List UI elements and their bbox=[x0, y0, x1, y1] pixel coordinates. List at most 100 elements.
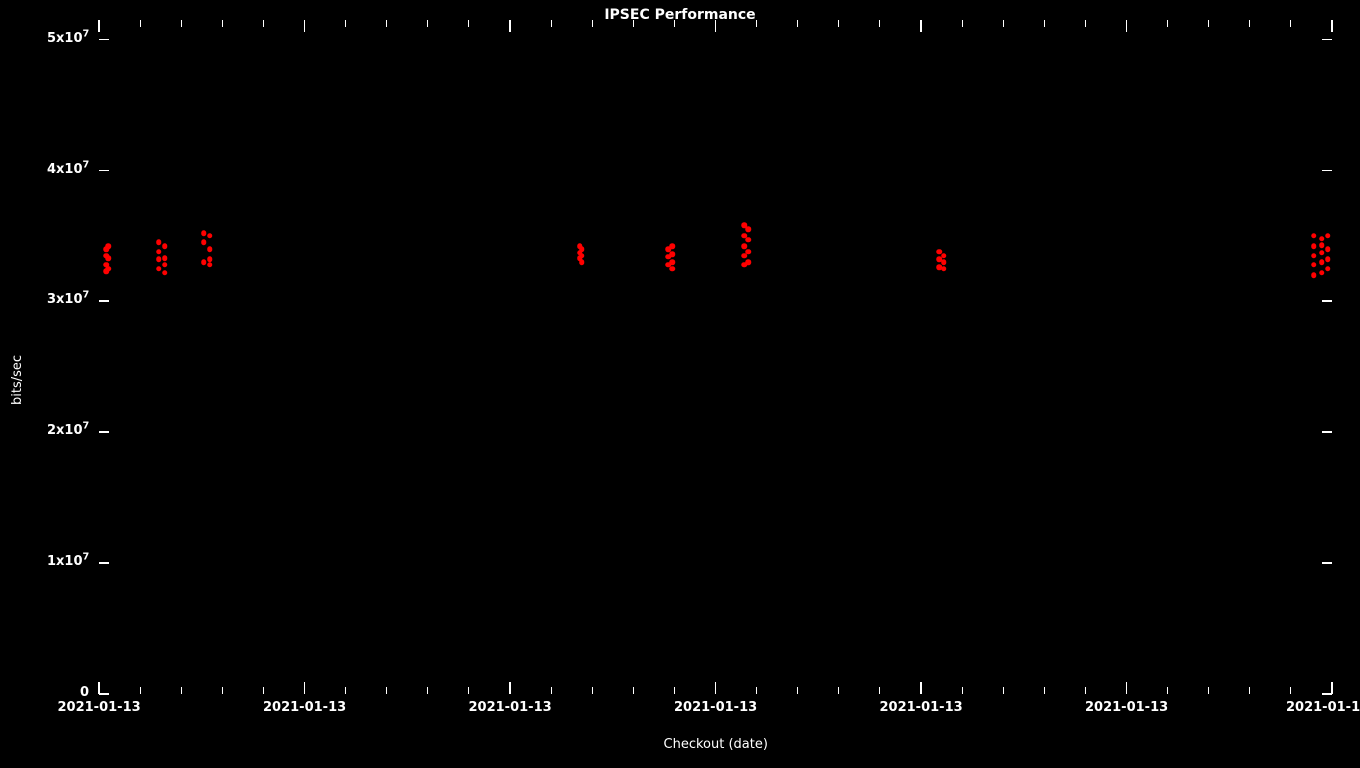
x-tick-label: 2021-01-13 bbox=[880, 700, 963, 715]
x-axis-label: Checkout (date) bbox=[664, 737, 768, 752]
x-minor-tick bbox=[838, 20, 839, 27]
data-point bbox=[162, 255, 168, 261]
x-minor-tick bbox=[1290, 20, 1291, 27]
x-minor-tick bbox=[551, 687, 552, 694]
x-minor-tick bbox=[1003, 20, 1004, 27]
x-major-tick bbox=[304, 682, 306, 694]
data-point bbox=[207, 246, 213, 252]
data-point bbox=[201, 231, 207, 237]
data-point bbox=[670, 244, 676, 250]
x-minor-tick bbox=[222, 20, 223, 27]
x-major-tick bbox=[715, 682, 717, 694]
y-tick bbox=[99, 170, 109, 172]
x-major-tick bbox=[1126, 682, 1128, 694]
data-point bbox=[1319, 270, 1325, 276]
x-minor-tick bbox=[962, 687, 963, 694]
x-minor-tick bbox=[345, 20, 346, 27]
x-minor-tick bbox=[633, 687, 634, 694]
x-tick-label: 2021-01-1 bbox=[1286, 700, 1360, 715]
x-minor-tick bbox=[427, 20, 428, 27]
data-point bbox=[1325, 266, 1331, 272]
x-tick-label: 2021-01-13 bbox=[263, 700, 346, 715]
y-tick bbox=[99, 431, 109, 433]
y-tick bbox=[1322, 170, 1332, 172]
x-major-tick bbox=[304, 20, 306, 32]
x-major-tick bbox=[509, 20, 511, 32]
x-minor-tick bbox=[838, 687, 839, 694]
data-point bbox=[1319, 242, 1325, 248]
x-minor-tick bbox=[879, 20, 880, 27]
data-point bbox=[941, 253, 947, 259]
x-tick-label: 2021-01-13 bbox=[1085, 700, 1168, 715]
x-minor-tick bbox=[1290, 687, 1291, 694]
x-major-tick bbox=[98, 20, 100, 32]
y-tick bbox=[99, 300, 109, 302]
x-minor-tick bbox=[181, 20, 182, 27]
x-minor-tick bbox=[1208, 687, 1209, 694]
x-minor-tick bbox=[1085, 687, 1086, 694]
data-point bbox=[1319, 259, 1325, 265]
chart-title: IPSEC Performance bbox=[0, 7, 1360, 23]
x-minor-tick bbox=[386, 20, 387, 27]
data-point bbox=[1319, 250, 1325, 256]
y-tick bbox=[1322, 431, 1332, 433]
x-minor-tick bbox=[1167, 687, 1168, 694]
data-point bbox=[579, 246, 585, 252]
data-point bbox=[1319, 236, 1325, 242]
x-minor-tick bbox=[879, 687, 880, 694]
x-minor-tick bbox=[551, 20, 552, 27]
data-point bbox=[162, 244, 168, 250]
x-minor-tick bbox=[263, 687, 264, 694]
data-point bbox=[1325, 246, 1331, 252]
x-minor-tick bbox=[1044, 687, 1045, 694]
x-minor-tick bbox=[1249, 20, 1250, 27]
y-tick-label: 2x107 bbox=[47, 423, 89, 438]
x-tick-label: 2021-01-13 bbox=[674, 700, 757, 715]
data-point bbox=[941, 266, 947, 272]
data-point bbox=[1311, 233, 1317, 239]
data-point bbox=[207, 233, 213, 239]
x-minor-tick bbox=[263, 20, 264, 27]
data-point bbox=[746, 237, 752, 243]
x-major-tick bbox=[715, 20, 717, 32]
x-minor-tick bbox=[468, 20, 469, 27]
x-major-tick bbox=[98, 682, 100, 694]
data-point bbox=[105, 266, 111, 272]
x-minor-tick bbox=[797, 687, 798, 694]
data-point bbox=[105, 244, 111, 250]
data-point bbox=[746, 259, 752, 265]
x-major-tick bbox=[1331, 20, 1333, 32]
x-minor-tick bbox=[222, 687, 223, 694]
data-point bbox=[670, 259, 676, 265]
x-minor-tick bbox=[1208, 20, 1209, 27]
ipsec-performance-chart: IPSEC PerformanceCheckout (date)bits/sec… bbox=[0, 0, 1360, 768]
data-point bbox=[1311, 272, 1317, 278]
y-tick bbox=[1322, 39, 1332, 41]
data-point bbox=[156, 249, 162, 255]
x-minor-tick bbox=[674, 687, 675, 694]
y-tick-label: 1x107 bbox=[47, 554, 89, 569]
data-point bbox=[201, 259, 207, 265]
x-minor-tick bbox=[181, 687, 182, 694]
x-minor-tick bbox=[756, 20, 757, 27]
x-minor-tick bbox=[674, 20, 675, 27]
x-minor-tick bbox=[1249, 687, 1250, 694]
x-major-tick bbox=[920, 682, 922, 694]
data-point bbox=[579, 259, 585, 265]
y-tick-label: 5x107 bbox=[47, 31, 89, 46]
x-minor-tick bbox=[140, 687, 141, 694]
data-point bbox=[162, 270, 168, 276]
y-tick-label: 0 bbox=[80, 685, 89, 700]
data-point bbox=[156, 257, 162, 263]
x-minor-tick bbox=[633, 20, 634, 27]
x-minor-tick bbox=[140, 20, 141, 27]
data-point bbox=[746, 227, 752, 233]
data-point bbox=[1325, 233, 1331, 239]
data-point bbox=[1325, 257, 1331, 263]
x-minor-tick bbox=[468, 687, 469, 694]
x-minor-tick bbox=[1044, 20, 1045, 27]
y-tick bbox=[1322, 300, 1332, 302]
y-tick bbox=[1322, 562, 1332, 564]
x-major-tick bbox=[920, 20, 922, 32]
data-point bbox=[746, 249, 752, 255]
